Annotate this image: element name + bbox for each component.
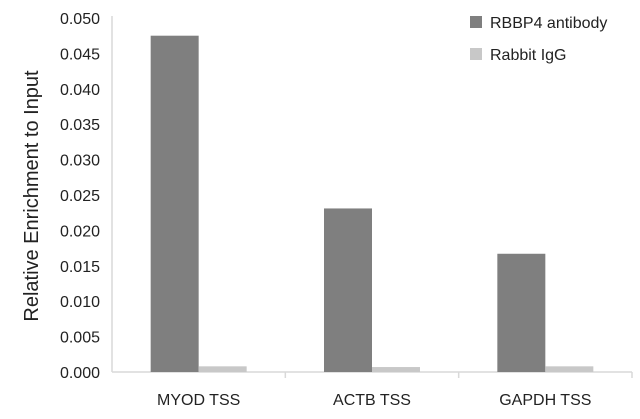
legend-label: Rabbit IgG: [490, 47, 566, 64]
y-axis-ticks: 0.000 0.005 0.010 0.015 0.020 0.025 0.030 0.035…: [60, 11, 100, 382]
bar-rabbit-igg: [198, 366, 247, 372]
bar-rbbp4-antibody: [150, 35, 199, 372]
bar-rabbit-igg: [545, 366, 594, 372]
y-tick-label: 0.040: [60, 82, 100, 99]
legend-swatch: [470, 48, 482, 60]
y-tick-label: 0.035: [60, 117, 100, 134]
y-tick-label: 0.000: [60, 365, 100, 382]
x-tick-label: ACTB TSS: [333, 392, 411, 409]
y-tick-label: 0.015: [60, 259, 100, 276]
bar-rabbit-igg: [372, 367, 420, 372]
y-tick-label: 0.045: [60, 46, 100, 63]
bar-rbbp4-antibody: [324, 208, 372, 372]
y-tick-label: 0.005: [60, 330, 100, 347]
x-tick-label: GAPDH TSS: [499, 392, 591, 409]
legend: RBBP4 antibody Rabbit IgG: [470, 15, 607, 64]
y-tick-label: 0.010: [60, 294, 100, 311]
x-tick-label: MYOD TSS: [157, 392, 240, 409]
bar-rbbp4-antibody: [497, 253, 546, 372]
bars: [150, 35, 594, 372]
y-tick-label: 0.050: [60, 11, 100, 28]
legend-swatch: [470, 16, 482, 28]
x-axis-ticks: MYOD TSS ACTB TSS GAPDH TSS: [157, 392, 591, 409]
y-tick-label: 0.020: [60, 223, 100, 240]
y-axis-label: Relative Enrichment to Input: [21, 70, 43, 322]
legend-label: RBBP4 antibody: [490, 15, 607, 32]
y-tick-label: 0.025: [60, 188, 100, 205]
y-tick-label: 0.030: [60, 153, 100, 170]
